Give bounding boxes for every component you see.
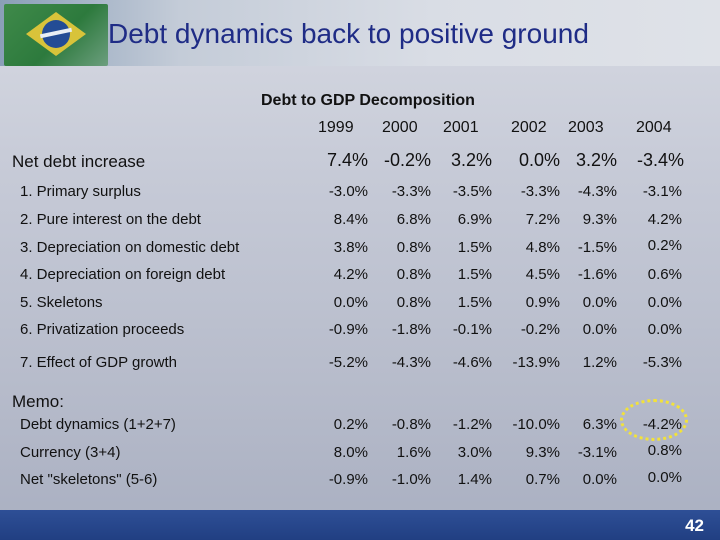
row-label-net-debt-increase: Net debt increase bbox=[12, 152, 146, 171]
table-cell: 6.8% bbox=[396, 211, 431, 228]
row-label-primary-surplus: 1. Primary surplus bbox=[20, 183, 141, 200]
row-label-depreciation-foreign: 4. Depreciation on foreign debt bbox=[20, 266, 226, 283]
table-cell: 8.0% bbox=[333, 444, 368, 461]
table-cell: -0.9% bbox=[328, 321, 368, 338]
footer-bar: 42 bbox=[0, 510, 720, 540]
table-cell: 1.4% bbox=[457, 471, 492, 488]
table-cell: 0.0% bbox=[647, 321, 682, 338]
table-cell: 0.0% bbox=[582, 294, 617, 311]
year-header: 1999 bbox=[318, 119, 354, 136]
table-cell: 1.5% bbox=[457, 294, 492, 311]
table-cell: -0.2% bbox=[383, 150, 431, 170]
table-cell: -3.5% bbox=[452, 183, 492, 200]
table-cell: -0.8% bbox=[391, 416, 431, 433]
table-cell: 0.0% bbox=[647, 294, 682, 311]
table-cell: -4.6% bbox=[452, 354, 492, 371]
table-cell: -3.3% bbox=[391, 183, 431, 200]
table-cell: 6.3% bbox=[582, 416, 617, 433]
row-label-pure-interest: 2. Pure interest on the debt bbox=[20, 211, 201, 228]
table-cell: 0.8% bbox=[396, 294, 431, 311]
table-cell: 3.2% bbox=[575, 150, 617, 170]
table-cell: 9.3% bbox=[582, 211, 617, 228]
year-header: 2000 bbox=[382, 119, 418, 136]
table-cell: 4.2% bbox=[333, 266, 368, 283]
table-cell: -4.3% bbox=[577, 183, 617, 200]
table-cell: 3.8% bbox=[333, 239, 368, 256]
table-title: Debt to GDP Decomposition bbox=[261, 92, 475, 109]
table-cell: 8.4% bbox=[333, 211, 368, 228]
year-header: 2003 bbox=[568, 119, 604, 136]
table-cell: 0.0% bbox=[333, 294, 368, 311]
table-cell: 0.2% bbox=[333, 416, 368, 433]
page-number: 42 bbox=[685, 516, 704, 535]
table-cell: 0.7% bbox=[525, 471, 560, 488]
table-cell: 3.0% bbox=[457, 444, 492, 461]
row-label-gdp-growth: 7. Effect of GDP growth bbox=[20, 354, 178, 371]
table-cell: -0.9% bbox=[328, 471, 368, 488]
table-cell: -1.2% bbox=[452, 416, 492, 433]
table-cell: -10.0% bbox=[512, 416, 560, 433]
table-cell: 0.0% bbox=[582, 471, 617, 488]
table-cell: 0.0% bbox=[518, 150, 560, 170]
memo-row-label-currency: Currency (3+4) bbox=[20, 444, 121, 461]
memo-row-label-net-skeletons: Net "skeletons" (5-6) bbox=[20, 471, 158, 488]
table-cell: 0.2% bbox=[647, 237, 682, 254]
table-cell: 1.6% bbox=[396, 444, 431, 461]
table-cell: -1.0% bbox=[391, 471, 431, 488]
table-cell: 0.9% bbox=[525, 294, 560, 311]
table-cell: -1.5% bbox=[577, 239, 617, 256]
row-label-privatization: 6. Privatization proceeds bbox=[20, 321, 185, 338]
table-cell: -3.4% bbox=[636, 150, 684, 170]
table-cell: 7.2% bbox=[525, 211, 560, 228]
table-cell: 6.9% bbox=[457, 211, 492, 228]
table-cell: -3.3% bbox=[520, 183, 560, 200]
table-cell: 0.0% bbox=[647, 469, 682, 486]
debt-table: Debt to GDP Decomposition 1999 2000 2001… bbox=[0, 66, 720, 510]
year-header: 2002 bbox=[511, 119, 547, 136]
row-label-skeletons: 5. Skeletons bbox=[20, 294, 103, 311]
memo-label: Memo: bbox=[12, 392, 64, 411]
table-cell: 9.3% bbox=[525, 444, 560, 461]
table-cell: 7.4% bbox=[326, 150, 368, 170]
table-cell: 4.2% bbox=[647, 211, 682, 228]
row-label-depreciation-domestic: 3. Depreciation on domestic debt bbox=[20, 239, 240, 256]
table-cell: -3.0% bbox=[328, 183, 368, 200]
table-cell: -0.2% bbox=[520, 321, 560, 338]
table-cell: -3.1% bbox=[577, 444, 617, 461]
year-header: 2001 bbox=[443, 119, 479, 136]
table-cell: -5.2% bbox=[328, 354, 368, 371]
brazil-flag-icon bbox=[4, 4, 108, 66]
table-cell: 1.2% bbox=[582, 354, 617, 371]
highlight-circle bbox=[620, 399, 688, 441]
table-cell: -13.9% bbox=[512, 354, 560, 371]
table-cell: -5.3% bbox=[642, 354, 682, 371]
slide-title: Debt dynamics back to positive ground bbox=[108, 18, 589, 49]
table-cell: 4.5% bbox=[525, 266, 560, 283]
year-header: 2004 bbox=[636, 119, 672, 136]
table-cell: -4.3% bbox=[391, 354, 431, 371]
table-cell: -1.6% bbox=[577, 266, 617, 283]
table-cell: 1.5% bbox=[457, 239, 492, 256]
table-cell: 0.8% bbox=[647, 442, 682, 459]
table-cell: 4.8% bbox=[525, 239, 560, 256]
table-cell: 1.5% bbox=[457, 266, 492, 283]
table-cell: 3.2% bbox=[450, 150, 492, 170]
title-banner bbox=[0, 0, 720, 66]
table-cell: 0.0% bbox=[582, 321, 617, 338]
table-cell: 0.8% bbox=[396, 266, 431, 283]
table-cell: -0.1% bbox=[452, 321, 492, 338]
table-cell: -3.1% bbox=[642, 183, 682, 200]
table-cell: 0.8% bbox=[396, 239, 431, 256]
table-cell: 0.6% bbox=[647, 266, 682, 283]
table-cell: -1.8% bbox=[391, 321, 431, 338]
memo-row-label-debt-dynamics: Debt dynamics (1+2+7) bbox=[20, 416, 176, 433]
